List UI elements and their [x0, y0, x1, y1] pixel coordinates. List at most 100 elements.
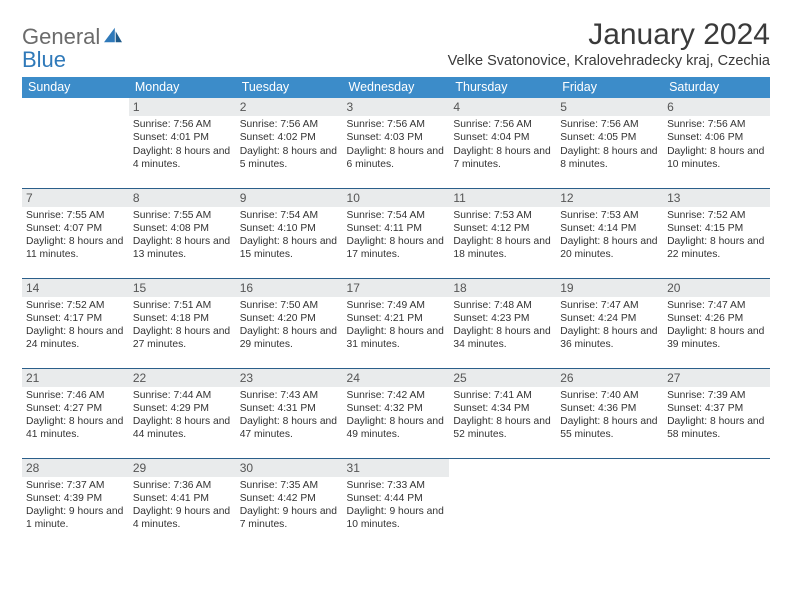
day-number: 29 [129, 459, 236, 477]
calendar-cell: 4Sunrise: 7:56 AMSunset: 4:04 PMDaylight… [449, 98, 556, 188]
day-number: 15 [129, 279, 236, 297]
calendar-cell: 6Sunrise: 7:56 AMSunset: 4:06 PMDaylight… [663, 98, 770, 188]
calendar-cell: 27 Sunrise: 7:39 AMSunset: 4:37 PMDayligh… [663, 368, 770, 458]
title-block: January 2024 Velke Svatonovice, Kraloveh… [448, 18, 770, 69]
day-details: Sunrise: 7:55 AMSunset: 4:07 PMDaylight:… [26, 209, 125, 262]
day-number: 5 [556, 98, 663, 116]
calendar-cell: 16Sunrise: 7:50 AMSunset: 4:20 PMDayligh… [236, 278, 343, 368]
day-details: Sunrise: 7:39 AMSunset: 4:37 PMDaylight:… [667, 389, 766, 442]
day-number: 25 [449, 369, 556, 387]
weekday-header: Tuesday [236, 77, 343, 98]
day-number: 16 [236, 279, 343, 297]
day-number: 1 [129, 98, 236, 116]
calendar-cell: 7 Sunrise: 7:55 AMSunset: 4:07 PMDaylight… [22, 188, 129, 278]
day-details: Sunrise: 7:56 AMSunset: 4:05 PMDaylight:… [560, 118, 659, 171]
calendar-cell: 9Sunrise: 7:54 AMSunset: 4:10 PMDaylight… [236, 188, 343, 278]
day-number: 19 [556, 279, 663, 297]
day-details: Sunrise: 7:51 AMSunset: 4:18 PMDaylight:… [133, 299, 232, 352]
day-number: 20 [663, 279, 770, 297]
day-details: Sunrise: 7:47 AMSunset: 4:24 PMDaylight:… [560, 299, 659, 352]
day-details: Sunrise: 7:56 AMSunset: 4:04 PMDaylight:… [453, 118, 552, 171]
calendar-cell: 31Sunrise: 7:33 AMSunset: 4:44 PMDayligh… [343, 458, 450, 548]
calendar-cell: 29 Sunrise: 7:36 AMSunset: 4:41 PMDayligh… [129, 458, 236, 548]
day-number: 9 [236, 189, 343, 207]
calendar-cell [449, 458, 556, 548]
weekday-header: Friday [556, 77, 663, 98]
calendar-cell: 12 Sunrise: 7:53 AMSunset: 4:14 PMDayligh… [556, 188, 663, 278]
day-details: Sunrise: 7:42 AMSunset: 4:32 PMDaylight:… [347, 389, 446, 442]
logo-word-blue: Blue [22, 47, 66, 72]
day-details: Sunrise: 7:55 AMSunset: 4:08 PMDaylight:… [133, 209, 232, 262]
calendar-row: 28 Sunrise: 7:37 AMSunset: 4:39 PMDayligh… [22, 458, 770, 548]
day-number: 23 [236, 369, 343, 387]
calendar-cell: 28 Sunrise: 7:37 AMSunset: 4:39 PMDayligh… [22, 458, 129, 548]
day-details: Sunrise: 7:47 AMSunset: 4:26 PMDaylight:… [667, 299, 766, 352]
logo-word-general: General [22, 24, 100, 49]
day-details: Sunrise: 7:53 AMSunset: 4:14 PMDaylight:… [560, 209, 659, 262]
logo-sail-icon [102, 26, 124, 44]
day-details: Sunrise: 7:54 AMSunset: 4:11 PMDaylight:… [347, 209, 446, 262]
calendar-cell: 5 Sunrise: 7:56 AMSunset: 4:05 PMDaylight… [556, 98, 663, 188]
weekday-header: Wednesday [343, 77, 450, 98]
weekday-header: Monday [129, 77, 236, 98]
day-number: 6 [663, 98, 770, 116]
logo: General Blue [22, 18, 124, 71]
month-title: January 2024 [448, 18, 770, 52]
weekday-header: Sunday [22, 77, 129, 98]
calendar-row: 7 Sunrise: 7:55 AMSunset: 4:07 PMDaylight… [22, 188, 770, 278]
calendar-cell: 22 Sunrise: 7:44 AMSunset: 4:29 PMDayligh… [129, 368, 236, 458]
day-details: Sunrise: 7:43 AMSunset: 4:31 PMDaylight:… [240, 389, 339, 442]
calendar-cell: 3Sunrise: 7:56 AMSunset: 4:03 PMDaylight… [343, 98, 450, 188]
day-details: Sunrise: 7:46 AMSunset: 4:27 PMDaylight:… [26, 389, 125, 442]
header: General Blue January 2024 Velke Svatonov… [22, 18, 770, 71]
day-number: 17 [343, 279, 450, 297]
calendar-cell: 11 Sunrise: 7:53 AMSunset: 4:12 PMDayligh… [449, 188, 556, 278]
day-number: 22 [129, 369, 236, 387]
calendar-cell: 14Sunrise: 7:52 AMSunset: 4:17 PMDayligh… [22, 278, 129, 368]
calendar-cell: 18 Sunrise: 7:48 AMSunset: 4:23 PMDayligh… [449, 278, 556, 368]
calendar-cell: 15 Sunrise: 7:51 AMSunset: 4:18 PMDayligh… [129, 278, 236, 368]
day-details: Sunrise: 7:56 AMSunset: 4:03 PMDaylight:… [347, 118, 446, 171]
location: Velke Svatonovice, Kralovehradecky kraj,… [448, 53, 770, 69]
day-details: Sunrise: 7:52 AMSunset: 4:17 PMDaylight:… [26, 299, 125, 352]
day-details: Sunrise: 7:56 AMSunset: 4:01 PMDaylight:… [133, 118, 232, 171]
day-number: 2 [236, 98, 343, 116]
day-details: Sunrise: 7:56 AMSunset: 4:02 PMDaylight:… [240, 118, 339, 171]
day-details: Sunrise: 7:44 AMSunset: 4:29 PMDaylight:… [133, 389, 232, 442]
calendar-cell: 1 Sunrise: 7:56 AMSunset: 4:01 PMDaylight… [129, 98, 236, 188]
day-details: Sunrise: 7:35 AMSunset: 4:42 PMDaylight:… [240, 479, 339, 532]
calendar-table: Sunday Monday Tuesday Wednesday Thursday… [22, 77, 770, 548]
day-details: Sunrise: 7:49 AMSunset: 4:21 PMDaylight:… [347, 299, 446, 352]
day-details: Sunrise: 7:40 AMSunset: 4:36 PMDaylight:… [560, 389, 659, 442]
day-details: Sunrise: 7:37 AMSunset: 4:39 PMDaylight:… [26, 479, 125, 532]
day-number: 7 [22, 189, 129, 207]
day-number: 18 [449, 279, 556, 297]
calendar-cell: 24Sunrise: 7:42 AMSunset: 4:32 PMDayligh… [343, 368, 450, 458]
day-number: 30 [236, 459, 343, 477]
day-number: 12 [556, 189, 663, 207]
day-details: Sunrise: 7:33 AMSunset: 4:44 PMDaylight:… [347, 479, 446, 532]
calendar-cell: 21Sunrise: 7:46 AMSunset: 4:27 PMDayligh… [22, 368, 129, 458]
day-number: 26 [556, 369, 663, 387]
weekday-header-row: Sunday Monday Tuesday Wednesday Thursday… [22, 77, 770, 98]
calendar-cell: 10Sunrise: 7:54 AMSunset: 4:11 PMDayligh… [343, 188, 450, 278]
calendar-cell: 2 Sunrise: 7:56 AMSunset: 4:02 PMDaylight… [236, 98, 343, 188]
day-details: Sunrise: 7:48 AMSunset: 4:23 PMDaylight:… [453, 299, 552, 352]
calendar-cell: 26 Sunrise: 7:40 AMSunset: 4:36 PMDayligh… [556, 368, 663, 458]
day-details: Sunrise: 7:36 AMSunset: 4:41 PMDaylight:… [133, 479, 232, 532]
day-number: 11 [449, 189, 556, 207]
weekday-header: Saturday [663, 77, 770, 98]
day-details: Sunrise: 7:53 AMSunset: 4:12 PMDaylight:… [453, 209, 552, 262]
day-number: 13 [663, 189, 770, 207]
calendar-cell [556, 458, 663, 548]
calendar-cell: 23 Sunrise: 7:43 AMSunset: 4:31 PMDayligh… [236, 368, 343, 458]
logo-text: General Blue [22, 24, 124, 71]
calendar-row: 14Sunrise: 7:52 AMSunset: 4:17 PMDayligh… [22, 278, 770, 368]
calendar-cell: 19 Sunrise: 7:47 AMSunset: 4:24 PMDayligh… [556, 278, 663, 368]
day-details: Sunrise: 7:52 AMSunset: 4:15 PMDaylight:… [667, 209, 766, 262]
calendar-cell: 25Sunrise: 7:41 AMSunset: 4:34 PMDayligh… [449, 368, 556, 458]
calendar-cell: 17 Sunrise: 7:49 AMSunset: 4:21 PMDayligh… [343, 278, 450, 368]
day-number: 27 [663, 369, 770, 387]
calendar-cell [22, 98, 129, 188]
day-number: 28 [22, 459, 129, 477]
